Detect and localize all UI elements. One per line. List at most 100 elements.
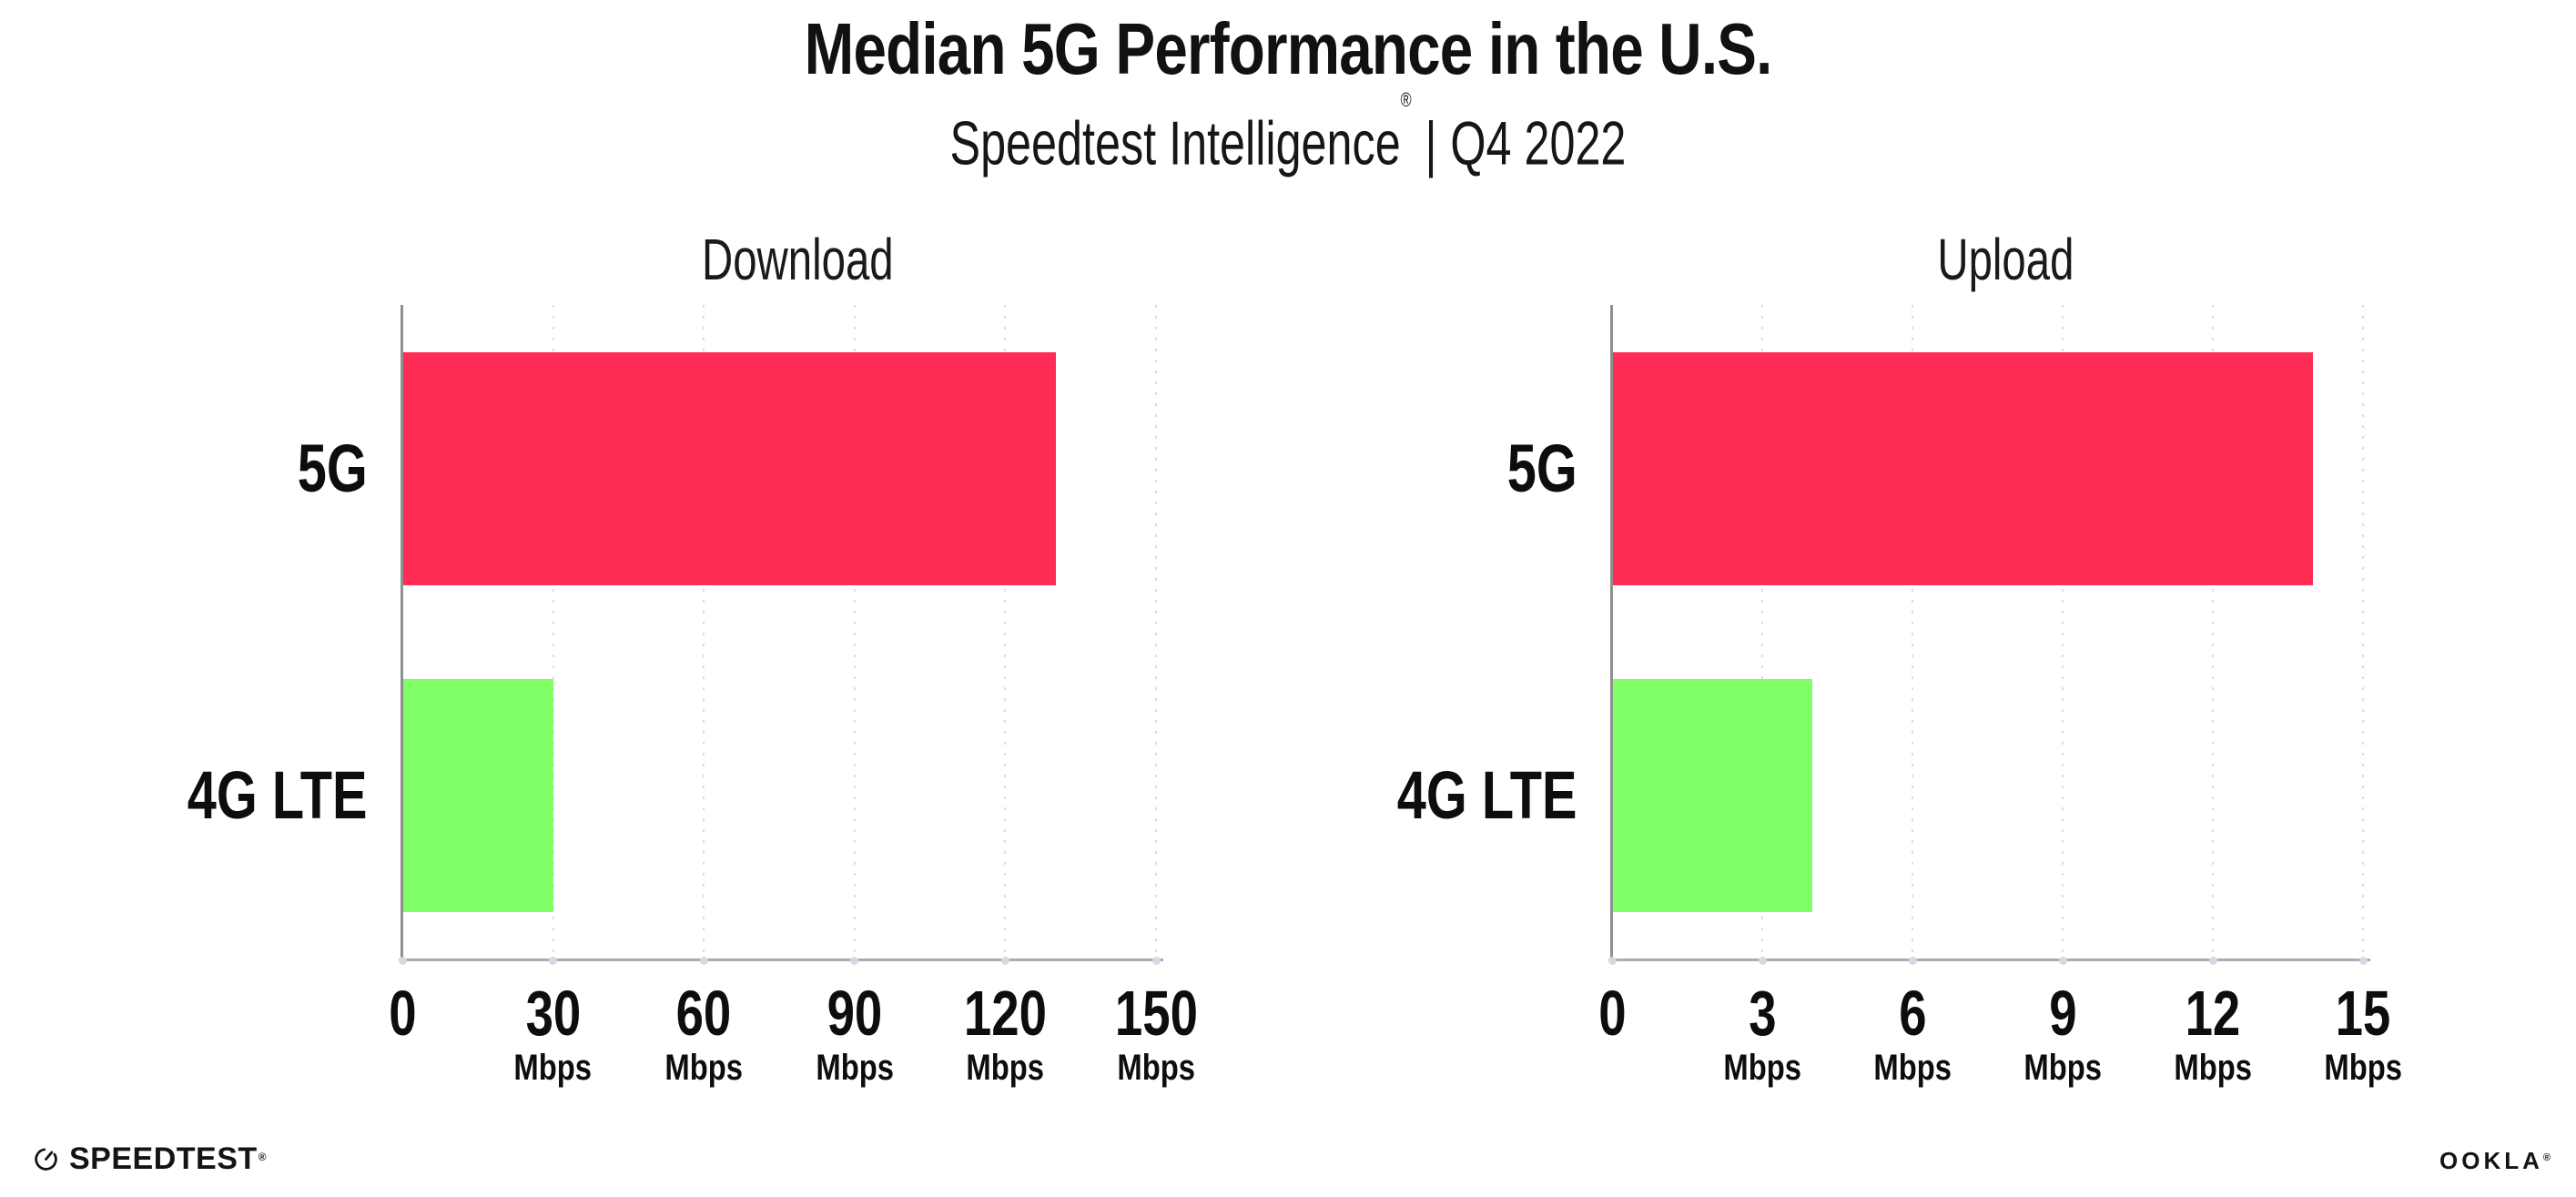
subtitle-brand: Speedtest Intelligence <box>949 108 1401 178</box>
tick-value-text: 90 <box>827 978 883 1049</box>
tick-value-text: 9 <box>2048 978 2077 1049</box>
tick-value-text: 6 <box>1898 978 1927 1049</box>
tick-value: 90 <box>819 981 890 1045</box>
gridline-120 <box>1004 305 1007 959</box>
category-label-5g-download: 5G <box>0 432 368 505</box>
speedtest-logo: SPEEDTEST® <box>33 1141 268 1176</box>
page-title-text: Median 5G Performance in the U.S. <box>804 8 1773 89</box>
tick-unit: Mbps <box>2015 1048 2110 1088</box>
gridline-12 <box>2212 305 2214 959</box>
tick-unit: Mbps <box>1715 1048 1810 1088</box>
tick-dot-150 <box>1151 957 1161 965</box>
gridline-60 <box>703 305 705 959</box>
tick-unit-text: Mbps <box>815 1048 894 1088</box>
tick-value: 30 <box>518 981 589 1045</box>
tick-unit: Mbps <box>2316 1048 2410 1088</box>
category-label-text: 4G LTE <box>188 757 368 833</box>
tick-value-text: 30 <box>525 978 581 1049</box>
y-axis-line-download <box>401 305 403 961</box>
x-axis-line-download <box>399 959 1163 961</box>
subtitle-separator: | <box>1425 108 1437 178</box>
page-subtitle-text: Speedtest Intelligence® | Q4 2022 <box>949 88 1627 186</box>
tick-unit-text: Mbps <box>2324 1048 2402 1088</box>
tick-value-text: 15 <box>2335 978 2391 1049</box>
chart-title-upload: Upload <box>1630 228 2381 291</box>
tick-label-60-download: 60 Mbps <box>613 981 795 1088</box>
y-axis-line-upload <box>1610 305 1613 961</box>
tick-value: 120 <box>952 981 1059 1045</box>
tick-value-text: 0 <box>388 978 417 1049</box>
tick-unit-text: Mbps <box>2023 1048 2102 1088</box>
gridline-15 <box>2362 305 2364 959</box>
tick-unit-text: Mbps <box>2174 1048 2252 1088</box>
category-label-text: 5G <box>297 431 368 506</box>
gridline-6 <box>1912 305 1913 959</box>
chart-title-text-download: Download <box>701 227 894 292</box>
bar-5g-upload <box>1612 352 2313 585</box>
tick-unit: Mbps <box>958 1048 1052 1088</box>
tick-label-90-download: 90 Mbps <box>764 981 946 1088</box>
tick-value: 6 <box>1895 981 1931 1045</box>
bar-4g-lte-download <box>402 679 553 912</box>
tick-value-text: 3 <box>1748 978 1777 1049</box>
category-label-4g-lte-download: 4G LTE <box>0 759 368 832</box>
tick-value: 9 <box>2045 981 2081 1045</box>
speedtest-wordmark: SPEEDTEST® <box>69 1141 268 1176</box>
x-axis-line-upload <box>1608 959 2370 961</box>
tick-dot-120 <box>1000 957 1009 965</box>
registered-trademark-icon: ® <box>1400 88 1412 111</box>
tick-unit-text: Mbps <box>966 1048 1045 1088</box>
gridline-30 <box>552 305 554 959</box>
category-label-4g-lte-upload: 4G LTE <box>1177 759 1577 832</box>
tick-unit: Mbps <box>1865 1048 1960 1088</box>
tick-unit-text: Mbps <box>513 1048 593 1088</box>
tick-dot-6 <box>1908 957 1917 965</box>
gridline-9 <box>2062 305 2064 959</box>
page-title: Median 5G Performance in the U.S. <box>0 7 2576 91</box>
tick-unit: Mbps <box>505 1048 600 1088</box>
plot-area-download <box>398 305 1163 965</box>
tick-dot-30 <box>549 957 558 965</box>
gridline-150 <box>1155 305 1157 959</box>
subtitle-period: Q4 2022 <box>1450 108 1627 178</box>
category-label-5g-upload: 5G <box>1177 432 1577 505</box>
tick-label-6-upload: 6 Mbps <box>1821 981 2003 1088</box>
tick-value: 15 <box>2328 981 2399 1045</box>
tick-value-text: 150 <box>1114 978 1198 1049</box>
tick-dot-3 <box>1758 957 1767 965</box>
tick-label-150-download: 150 Mbps <box>1065 981 1247 1088</box>
ookla-wordmark: OOKLA <box>2439 1147 2543 1174</box>
tick-label-30-download: 30 Mbps <box>462 981 644 1088</box>
tick-dot-12 <box>2208 957 2217 965</box>
tick-dot-15 <box>2358 957 2368 965</box>
tick-value-text: 120 <box>963 978 1047 1049</box>
tick-value-text: 0 <box>1597 978 1627 1049</box>
ookla-logo: OOKLA® <box>2439 1147 2551 1175</box>
gridline-3 <box>1761 305 1763 959</box>
tick-unit: Mbps <box>656 1048 751 1088</box>
tick-value: 0 <box>385 981 421 1045</box>
tick-label-0-upload: 0 <box>1521 981 1703 1045</box>
tick-dot-60 <box>699 957 708 965</box>
tick-dot-0 <box>1607 957 1617 965</box>
tick-dot-0 <box>398 957 407 965</box>
tick-label-0-download: 0 <box>311 981 493 1045</box>
tick-dot-90 <box>850 957 859 965</box>
speedtest-gauge-icon <box>33 1146 59 1172</box>
tick-value-text: 12 <box>2185 978 2241 1049</box>
bar-5g-download <box>402 352 1056 585</box>
chart-title-text-upload: Upload <box>1937 227 2074 292</box>
bar-4g-lte-upload <box>1612 679 1812 912</box>
tick-unit: Mbps <box>807 1048 902 1088</box>
tick-unit-text: Mbps <box>1873 1048 1952 1088</box>
tick-value: 12 <box>2177 981 2248 1045</box>
tick-label-3-upload: 3 Mbps <box>1671 981 1853 1088</box>
tick-value: 0 <box>1595 981 1630 1045</box>
page-subtitle: Speedtest Intelligence® | Q4 2022 <box>0 88 2576 186</box>
tick-label-12-upload: 12 Mbps <box>2122 981 2304 1088</box>
category-label-text: 5G <box>1506 431 1577 506</box>
gridline-90 <box>853 305 856 959</box>
chart-title-download: Download <box>421 228 1174 291</box>
speedtest-registered-icon: ® <box>258 1150 268 1163</box>
